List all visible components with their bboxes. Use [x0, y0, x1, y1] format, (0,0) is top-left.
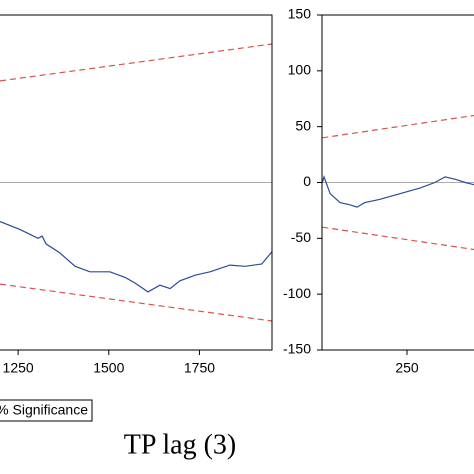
- legend-box: [0, 399, 93, 422]
- y-tick-label: 50: [295, 117, 311, 133]
- series-line: [0, 221, 272, 293]
- caption: TP lag (3): [124, 429, 237, 460]
- y-tick-label: 0: [303, 173, 311, 189]
- series-line: [0, 43, 272, 82]
- plot-area: [322, 114, 474, 251]
- plot-frame: [0, 14, 273, 351]
- series-line: [322, 175, 474, 208]
- series-line: [322, 226, 474, 251]
- series-line: [0, 283, 272, 322]
- y-tick-label: 150: [288, 6, 312, 22]
- legend-label: 5% Significance: [0, 402, 88, 418]
- y-tick-label: -50: [291, 229, 311, 245]
- series-line: [322, 114, 474, 139]
- x-tick-label: 1500: [93, 360, 124, 376]
- plot-area: [0, 43, 272, 322]
- y-tick-label: 100: [288, 62, 312, 78]
- y-tick-label: -100: [283, 285, 311, 301]
- x-tick-label: 1250: [3, 360, 34, 376]
- x-tick-label: 1750: [184, 360, 215, 376]
- x-tick-label: 250: [395, 360, 419, 376]
- y-tick-label: -150: [283, 341, 311, 357]
